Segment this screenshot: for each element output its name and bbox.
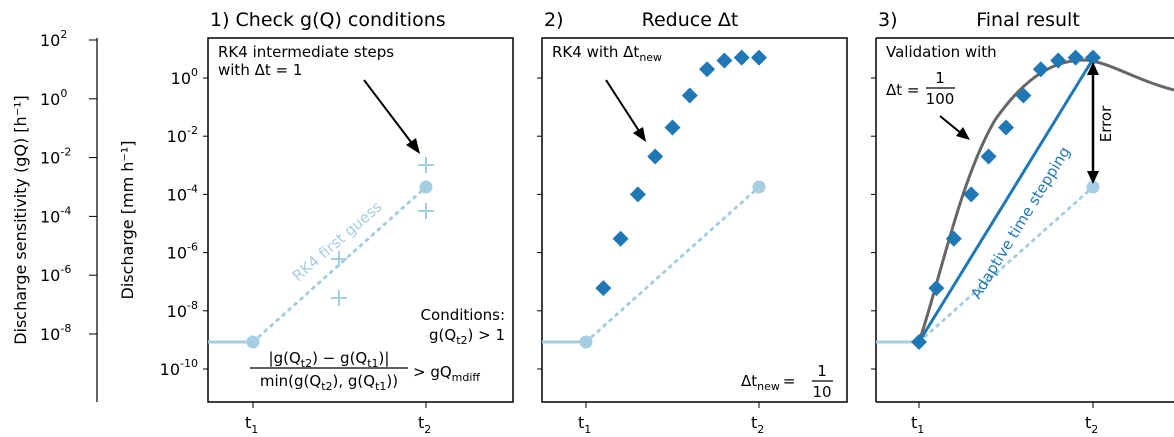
validation-denominator: 100: [926, 90, 955, 108]
sensitivity-axis-label: Discharge sensitivity (gQ) [h⁻¹]: [11, 95, 30, 345]
condition-2: |g(Qt2) − g(Qt1)| min(g(Qt2), g(Qt1)) > …: [250, 349, 480, 393]
y-tick-label: 100: [171, 66, 198, 88]
validation-arrow: [939, 115, 963, 135]
diamond-marker: [1032, 61, 1049, 78]
rk4-new-arrowhead: [633, 127, 646, 142]
diamond-marker: [963, 186, 980, 203]
dt-new-denominator: 10: [812, 383, 831, 401]
x-tick-label: t2: [751, 413, 764, 436]
intermediate-markers: [331, 157, 434, 306]
rk4-new-arrow: [605, 79, 642, 135]
diamond-marker: [1067, 49, 1084, 66]
intermediate-text-line1: RK4 intermediate steps: [218, 43, 394, 61]
plus-marker: [331, 251, 347, 267]
y-tick-label: 10-10: [160, 357, 198, 379]
diamond-marker: [612, 230, 629, 247]
error-arrowhead-bottom: [1087, 171, 1099, 184]
intermediate-arrow: [363, 79, 415, 147]
panel-3-first-guess-line: [917, 185, 1095, 344]
condition-1: g(Qt2) > 1: [429, 326, 505, 347]
panel-1-ylabel: Discharge [mm h⁻¹]: [118, 141, 137, 300]
diamond-marker: [980, 148, 997, 165]
intermediate-text-line2: with Δt = 1: [218, 61, 302, 79]
rk4-new-text: RK4 with Δtnew: [552, 43, 662, 64]
dt-new-lhs: Δtnew =: [741, 372, 795, 393]
panel-1-title: 1) Check g(Q) conditions: [210, 9, 446, 31]
diamond-marker: [595, 280, 612, 297]
panel-2-point-t1: [579, 335, 593, 349]
panel-3-diamonds: [928, 49, 1101, 297]
validation-formula: Δt = 1 100: [886, 69, 955, 108]
diamond-marker: [1050, 52, 1067, 69]
error-arrowhead-top: [1087, 62, 1099, 75]
x-tick-label: t2: [418, 413, 431, 436]
adaptive-line: [917, 58, 1095, 343]
diamond-marker: [629, 186, 646, 203]
x-tick-label: t1: [245, 413, 258, 436]
diamond-marker: [647, 148, 664, 165]
panel-3-point-t2: [1086, 180, 1100, 194]
x-tick-label: t2: [1085, 413, 1098, 436]
panel-3-subtitle: Final result: [976, 9, 1080, 31]
panel-3-title: 3): [878, 9, 898, 31]
panel-3-diamond-t1: [911, 334, 927, 350]
panel-2-frame: [541, 37, 848, 403]
panel-1-first-guess-line: [251, 185, 428, 344]
plus-marker: [331, 290, 347, 306]
panel-2-point-t2: [752, 180, 766, 194]
dt-new-numerator: 1: [817, 362, 827, 380]
sensitivity-tick-label: 10-6: [40, 263, 71, 285]
diamond-marker: [945, 230, 962, 247]
adaptive-label: Adaptive time stepping: [967, 143, 1074, 302]
y-tick-label: 10-2: [167, 124, 198, 146]
panel-2-diamonds: [595, 49, 767, 297]
plus-marker: [418, 157, 434, 173]
diamond-marker: [928, 280, 945, 297]
plus-marker: [418, 203, 434, 219]
sensitivity-axis: Discharge sensitivity (gQ) [h⁻¹] 102 100 1…: [11, 28, 98, 402]
y-tick-label: 10-4: [167, 182, 198, 204]
first-guess-label: RK4 first guess: [289, 197, 386, 285]
validation-arrowhead: [956, 127, 970, 140]
validation-text: Validation with: [886, 43, 997, 61]
diamond-marker: [733, 49, 750, 66]
panel-1: 1) Check g(Q) conditions Discharge [mm h…: [118, 9, 514, 436]
y-tick-label: 10-8: [167, 299, 198, 321]
diamond-marker: [751, 49, 767, 66]
diamond-marker: [716, 52, 733, 69]
panel-2-title: 2): [544, 9, 564, 31]
validation-curve: [917, 58, 1174, 343]
sensitivity-tick-label: 10-2: [40, 146, 71, 168]
condition-2-denominator: min(g(Qt2), g(Qt1)): [260, 372, 398, 393]
panel-1-point-t1: [246, 335, 260, 349]
diamond-marker: [1015, 87, 1032, 104]
diamond-marker: [699, 61, 716, 78]
x-tick-label: t1: [578, 413, 591, 436]
diamond-marker: [664, 119, 681, 136]
panel-2-subtitle: Reduce Δt: [642, 9, 739, 31]
intermediate-arrowhead: [406, 138, 420, 154]
sensitivity-tick-label: 102: [40, 28, 67, 50]
panel-1-frame: [207, 37, 514, 403]
dt-new-formula: Δtnew = 1 10: [741, 362, 833, 401]
sensitivity-tick-label: 10-4: [40, 204, 71, 226]
sensitivity-tick-label: 100: [40, 87, 67, 109]
diamond-marker: [998, 119, 1014, 136]
diamond-marker: [681, 87, 698, 104]
validation-numerator: 1: [935, 69, 945, 87]
panel-1-point-t2: [419, 180, 433, 194]
panel-2-first-guess-line: [584, 185, 761, 344]
panel-2: 2) Reduce Δt t1 t2 RK4 with Δtnew Δtnew = …: [537, 9, 848, 436]
conditions-title: Conditions:: [421, 306, 505, 324]
error-label: Error: [1097, 105, 1115, 142]
sensitivity-tick-label: 10-8: [40, 322, 71, 344]
condition-2-rhs: > gQmdiff: [413, 363, 480, 384]
condition-2-numerator: |g(Qt2) − g(Qt1)|: [269, 349, 390, 370]
validation-lhs: Δt =: [886, 81, 919, 99]
panel-3: 3) Final result t1 t2 Validation with Δt …: [871, 9, 1174, 436]
diamond-marker: [1085, 49, 1101, 66]
x-tick-label: t1: [911, 413, 924, 436]
y-tick-label: 10-6: [167, 241, 198, 263]
